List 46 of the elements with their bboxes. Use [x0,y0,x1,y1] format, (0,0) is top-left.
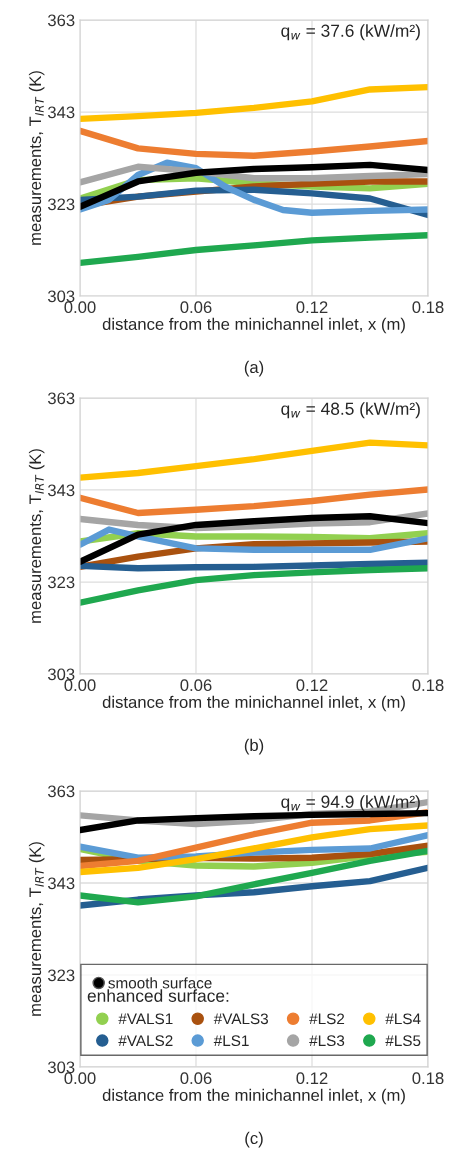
y-tick-label: 343 [47,877,75,890]
legend-label: #LS2 [309,1013,345,1025]
y-tick-label: 343 [47,484,75,497]
x-axis-title: distance from the minichannel inlet, x (m) [102,1088,405,1105]
legend-title: enhanced surface: [87,989,229,1002]
legend-label: #LS3 [309,1035,345,1047]
x-tick-label: 0.12 [296,301,328,314]
legend-label: #LS4 [385,1013,421,1025]
x-tick-label: 0.00 [64,301,96,314]
x-tick-label: 0.12 [296,1072,328,1085]
y-axis-title: measurements, T$_{IRT}$ (K) [28,842,45,1016]
y-tick-label: 363 [47,14,75,27]
y-axis-title: measurements, T$_{IRT}$ (K) [28,71,45,245]
y-tick-label: 323 [47,198,75,211]
legend-label: #VALS2 [118,1035,173,1047]
x-axis-title: distance from the minichannel inlet, x (m) [102,317,405,334]
x-tick-label: 0.18 [412,679,444,692]
annotation: q$_{w}$ = 37.6 (kW/m²) [281,24,420,41]
x-tick-label: 0.12 [296,679,328,692]
y-tick-label: 303 [47,668,75,681]
x-tick-label: 0.00 [64,679,96,692]
y-tick-label: 363 [47,785,75,798]
text: (a) [244,360,264,377]
y-tick-label: 363 [47,392,75,405]
x-tick-label: 0.18 [412,301,444,314]
text: (c) [245,1131,263,1148]
y-tick-label: 323 [47,576,75,589]
legend-label: #VALS1 [118,1013,173,1025]
y-tick-label: 303 [47,1061,75,1074]
y-tick-label: 343 [47,106,75,119]
x-tick-label: 0.18 [412,1072,444,1085]
x-axis-title: distance from the minichannel inlet, x (m) [102,695,405,712]
x-tick-label: 0.06 [180,1072,212,1085]
y-tick-label: 303 [47,290,75,303]
x-tick-label: 0.00 [64,1072,96,1085]
annotation: q$_{w}$ = 94.9 (kW/m²) [281,795,420,812]
legend-label: #LS1 [213,1035,249,1047]
x-tick-label: 0.06 [180,301,212,314]
y-tick-label: 323 [47,969,75,982]
legend-label: #LS5 [385,1035,421,1047]
legend-label: #VALS3 [213,1013,268,1025]
y-axis-title: measurements, T$_{IRT}$ (K) [28,449,45,623]
x-tick-label: 0.06 [180,679,212,692]
annotation: q$_{w}$ = 48.5 (kW/m²) [281,402,420,419]
text: (b) [244,738,264,755]
legend-label: smooth surface [108,977,212,989]
